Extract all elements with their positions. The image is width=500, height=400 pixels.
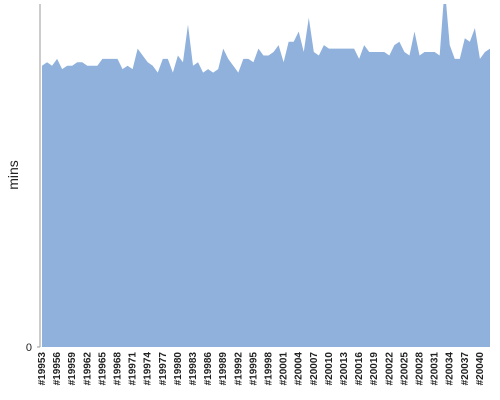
x-tick-label: #20001 (279, 352, 290, 386)
x-tick-label: #19989 (218, 352, 229, 386)
x-tick-label: #19959 (67, 352, 78, 386)
x-tick-label: #20022 (384, 352, 395, 386)
area (42, 4, 490, 347)
x-tick-label: #20028 (415, 352, 426, 386)
x-tick-label: #20037 (460, 352, 471, 386)
x-tick-label: #19971 (128, 352, 139, 386)
x-tick-label: #19983 (188, 352, 199, 386)
x-tick-label: #19965 (97, 352, 108, 386)
x-tick-label: #20016 (354, 352, 365, 386)
x-tick-label: #20034 (445, 352, 456, 386)
x-tick-label: #19956 (52, 352, 63, 386)
x-tick-label: #19995 (248, 352, 259, 386)
x-tick-label: #19953 (37, 352, 48, 386)
x-tick-label: #20010 (324, 352, 335, 386)
y-tick-label: 0 (26, 342, 32, 354)
x-tick-label: #19977 (158, 352, 169, 386)
y-axis-label: mins (5, 160, 21, 190)
x-tick-label: #20013 (339, 352, 350, 386)
x-tick-label: #19992 (233, 352, 244, 386)
x-tick-label: #19962 (82, 352, 93, 386)
x-tick-label: #19974 (143, 352, 154, 386)
x-tick-label: #20040 (475, 352, 486, 386)
x-tick-label: #19980 (173, 352, 184, 386)
x-tick-label: #20031 (430, 352, 441, 386)
plot-area (42, 4, 490, 347)
x-tick-label: #19998 (264, 352, 275, 386)
x-tick-label: #20025 (399, 352, 410, 386)
x-tick-label: #20007 (309, 352, 320, 386)
x-tick-label: #20019 (369, 352, 380, 386)
x-tick-label: #19986 (203, 352, 214, 386)
x-tick-label: #20004 (294, 352, 305, 386)
x-tick-label: #19968 (113, 352, 124, 386)
